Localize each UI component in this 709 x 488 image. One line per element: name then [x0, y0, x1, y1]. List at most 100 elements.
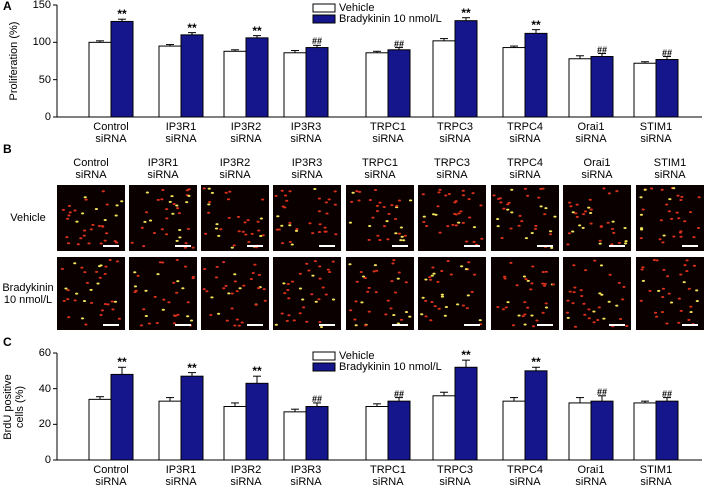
cell-nucleus [227, 216, 231, 219]
panel-label: C [3, 335, 12, 349]
cell-nucleus [677, 321, 681, 324]
cell-nucleus [249, 278, 253, 281]
cell-nucleus [424, 315, 428, 318]
cell-nucleus [244, 233, 248, 236]
cell-nucleus [500, 236, 504, 239]
micrograph [491, 257, 559, 330]
significance-label: ** [252, 23, 262, 38]
cell-nucleus [531, 325, 536, 328]
cell-nucleus [101, 225, 105, 228]
cell-nucleus [73, 299, 77, 302]
cell-nucleus [97, 225, 101, 228]
bar [110, 20, 134, 118]
cell-nucleus [518, 214, 522, 217]
cell-nucleus [677, 297, 681, 300]
cell-nucleus [429, 278, 433, 281]
cell-nucleus [607, 300, 611, 303]
cell-nucleus [217, 234, 221, 237]
cell-nucleus [397, 232, 402, 235]
cell-nucleus [665, 203, 669, 206]
cell-nucleus [615, 304, 619, 307]
cell-nucleus [65, 236, 69, 239]
cell-nucleus [535, 319, 539, 322]
x-tick-label: IP3R3 siRNA [290, 464, 322, 488]
cell-nucleus [108, 259, 112, 262]
cell-nucleus [191, 275, 196, 278]
cell-nucleus [471, 192, 475, 195]
cell-nucleus [295, 227, 299, 230]
cell-nucleus [333, 203, 337, 206]
cell-nucleus [324, 230, 328, 233]
cell-nucleus [639, 227, 644, 230]
cell-nucleus [68, 211, 72, 214]
cell-nucleus [288, 190, 292, 193]
cell-nucleus [424, 299, 428, 302]
cell-nucleus [599, 264, 604, 267]
cell-nucleus [298, 287, 303, 290]
cell-nucleus [679, 235, 683, 238]
cell-nucleus [583, 269, 588, 272]
cell-nucleus [308, 222, 312, 225]
cell-nucleus [156, 273, 160, 276]
bar [633, 62, 657, 118]
cell-nucleus [173, 314, 177, 317]
cell-nucleus [348, 221, 353, 224]
panel-label: B [3, 142, 12, 156]
cell-nucleus [230, 292, 234, 295]
cell-nucleus [440, 295, 445, 298]
cell-nucleus [246, 219, 250, 222]
cell-nucleus [183, 246, 188, 249]
cell-nucleus [280, 242, 285, 245]
cell-nucleus [311, 232, 315, 235]
cell-nucleus [506, 301, 510, 304]
bar [283, 411, 307, 461]
cell-nucleus [224, 191, 228, 194]
cell-nucleus [367, 286, 371, 289]
cell-nucleus [62, 299, 66, 302]
cell-nucleus [143, 220, 147, 223]
cell-nucleus [283, 292, 287, 295]
micrograph [129, 257, 197, 330]
cell-nucleus [667, 210, 672, 213]
cell-nucleus [648, 289, 652, 292]
bar [305, 406, 329, 461]
cell-nucleus [431, 266, 435, 269]
cell-nucleus [101, 190, 105, 193]
cell-nucleus [348, 263, 352, 266]
cell-nucleus [366, 290, 370, 293]
cell-nucleus [189, 319, 194, 322]
cell-nucleus [602, 187, 606, 190]
cell-nucleus [66, 217, 70, 220]
legend-label: Vehicle [339, 350, 375, 362]
cell-nucleus [177, 212, 182, 215]
cell-nucleus [511, 324, 516, 327]
cell-nucleus [238, 287, 242, 290]
cell-nucleus [214, 227, 219, 230]
cell-nucleus [544, 302, 548, 305]
column-label: TRPC1 siRNA [361, 157, 399, 181]
cell-nucleus [226, 198, 231, 201]
bar [223, 50, 247, 118]
cell-nucleus [378, 239, 382, 242]
cell-nucleus [373, 264, 378, 267]
cell-nucleus [640, 268, 644, 271]
cell-nucleus [384, 313, 388, 316]
cell-nucleus [375, 210, 380, 213]
cell-nucleus [313, 260, 318, 263]
cell-nucleus [501, 308, 506, 311]
cell-nucleus [261, 234, 265, 237]
bar [387, 400, 411, 461]
cell-nucleus [438, 188, 442, 191]
cell-nucleus [66, 298, 70, 301]
cell-nucleus [579, 289, 583, 292]
cell-nucleus [288, 240, 292, 243]
cell-nucleus [111, 308, 115, 311]
cell-nucleus [172, 322, 176, 325]
cell-nucleus [99, 313, 103, 316]
cell-nucleus [639, 299, 643, 302]
cell-nucleus [235, 318, 239, 321]
cell-nucleus [257, 229, 261, 232]
cell-nucleus [142, 245, 146, 248]
cell-nucleus [589, 208, 593, 211]
cell-nucleus [587, 206, 591, 209]
